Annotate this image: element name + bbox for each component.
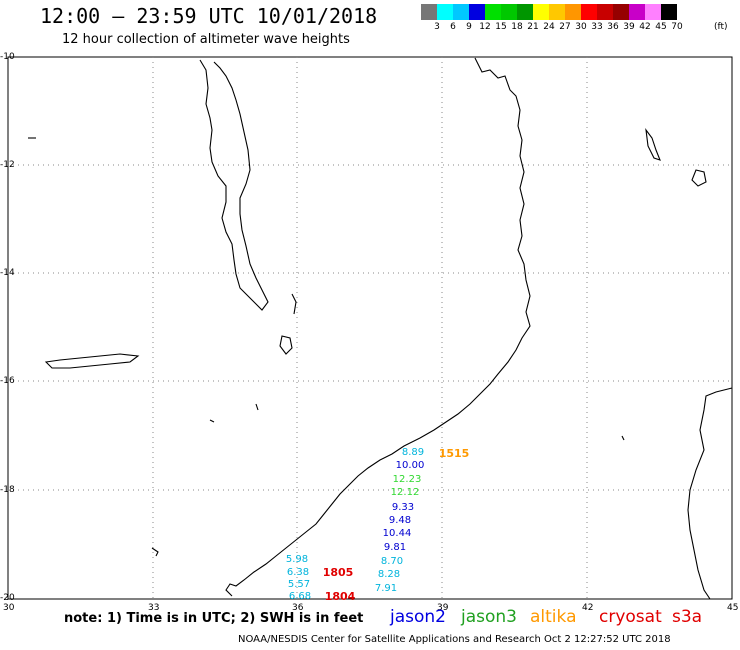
legend-unit: (ft) (714, 22, 728, 32)
wave-height-value: 9.33 (391, 502, 415, 513)
wave-height-value: 5.98 (285, 554, 309, 565)
island-dot-3 (151, 547, 159, 557)
pass-time-label: 1805 (322, 566, 354, 579)
legend-swatch (661, 4, 677, 20)
wave-height-value: 5.57 (287, 579, 311, 590)
legend-tick-label: 42 (639, 22, 651, 32)
legend-tick-label: 15 (495, 22, 507, 32)
x-tick-label: 36 (292, 603, 304, 613)
y-tick-label: -10 (0, 52, 15, 62)
satellite-label-jason2: jason2 (390, 607, 446, 627)
wave-height-value: 8.89 (401, 447, 425, 458)
legend-swatch (485, 4, 501, 20)
legend-swatch (581, 4, 597, 20)
legend-tick-label: 36 (607, 22, 619, 32)
legend-swatch (597, 4, 613, 20)
wave-height-value: 7.91 (374, 583, 398, 594)
satellite-label-cryosat: cryosat (599, 607, 662, 627)
y-tick-label: -16 (0, 376, 15, 386)
lake-chilwa-outline (279, 335, 293, 355)
legend-tick-label: 24 (543, 22, 555, 32)
legend-tick-label: 9 (466, 22, 472, 32)
graticule (8, 57, 732, 599)
y-tick-label: -20 (0, 593, 15, 603)
legend-swatch (453, 4, 469, 20)
y-tick-label: -18 (0, 485, 15, 495)
y-tick-label: -14 (0, 268, 15, 278)
satellite-label-jason3: jason3 (461, 607, 517, 627)
legend-tick-label: 12 (479, 22, 491, 32)
map-frame (7, 56, 733, 600)
island-dot-2 (255, 403, 259, 411)
coastline (28, 57, 733, 600)
legend-swatch (549, 4, 565, 20)
x-tick-label: 33 (148, 603, 160, 613)
legend-tick-label: 39 (623, 22, 635, 32)
comoros-mayotte-outline (691, 169, 707, 187)
legend-tick-label: 30 (575, 22, 587, 32)
y-tick-label: -12 (0, 160, 15, 170)
footer-note: note: 1) Time is in UTC; 2) SWH is in fe… (64, 611, 364, 626)
lake-kariba-outline (44, 353, 140, 369)
pass-time-label: 1515 (438, 447, 470, 460)
wave-height-value: 9.48 (388, 515, 412, 526)
wave-height-value: 6.38 (286, 567, 310, 578)
x-tick-label: 39 (437, 603, 449, 613)
legend-tick-label: 3 (434, 22, 440, 32)
page-subtitle: 12 hour collection of altimeter wave hei… (62, 32, 350, 47)
legend-tick-label: 6 (450, 22, 456, 32)
legend-tick-label: 45 (655, 22, 667, 32)
x-tick-label: 45 (727, 603, 739, 613)
shire-river (291, 293, 297, 315)
x-tick-label: 30 (3, 603, 15, 613)
legend-tick-label: 70 (671, 22, 683, 32)
legend-swatch (469, 4, 485, 20)
island-dot-5 (209, 419, 215, 423)
wave-height-value: 10.00 (395, 460, 425, 471)
legend-swatch (629, 4, 645, 20)
legend-swatch (501, 4, 517, 20)
wave-height-value: 12.23 (392, 474, 422, 485)
wave-height-value: 9.81 (383, 542, 407, 553)
mozambique-coast (225, 57, 531, 597)
legend-tick-label: 33 (591, 22, 603, 32)
comoros-outline (645, 128, 661, 161)
legend-tick-label: 27 (559, 22, 571, 32)
pass-time-label: 1804 (324, 590, 356, 603)
legend-tick-label: 21 (527, 22, 539, 32)
wave-height-value: 8.28 (377, 569, 401, 580)
legend-swatch (613, 4, 629, 20)
satellite-label-s3a: s3a (672, 607, 703, 627)
wave-height-value: 6.68 (288, 591, 312, 602)
legend-swatch (565, 4, 581, 20)
legend-tick-label: 18 (511, 22, 523, 32)
lake-malawi-outline (199, 59, 269, 311)
island-dot-4 (621, 435, 625, 441)
satellite-label-altika: altika (530, 607, 577, 627)
legend-swatch (421, 4, 437, 20)
legend-swatch (533, 4, 549, 20)
x-tick-label: 42 (582, 603, 594, 613)
wave-height-value: 10.44 (382, 528, 412, 539)
madagascar-coast (687, 387, 733, 600)
wave-height-value: 12.12 (390, 487, 420, 498)
legend-swatch (437, 4, 453, 20)
legend-swatch (517, 4, 533, 20)
page-title: 12:00 – 23:59 UTC 10/01/2018 (40, 4, 378, 28)
color-legend (421, 4, 677, 20)
wave-height-value: 8.70 (380, 556, 404, 567)
credit-line: NOAA/NESDIS Center for Satellite Applica… (238, 634, 671, 645)
legend-swatch (645, 4, 661, 20)
